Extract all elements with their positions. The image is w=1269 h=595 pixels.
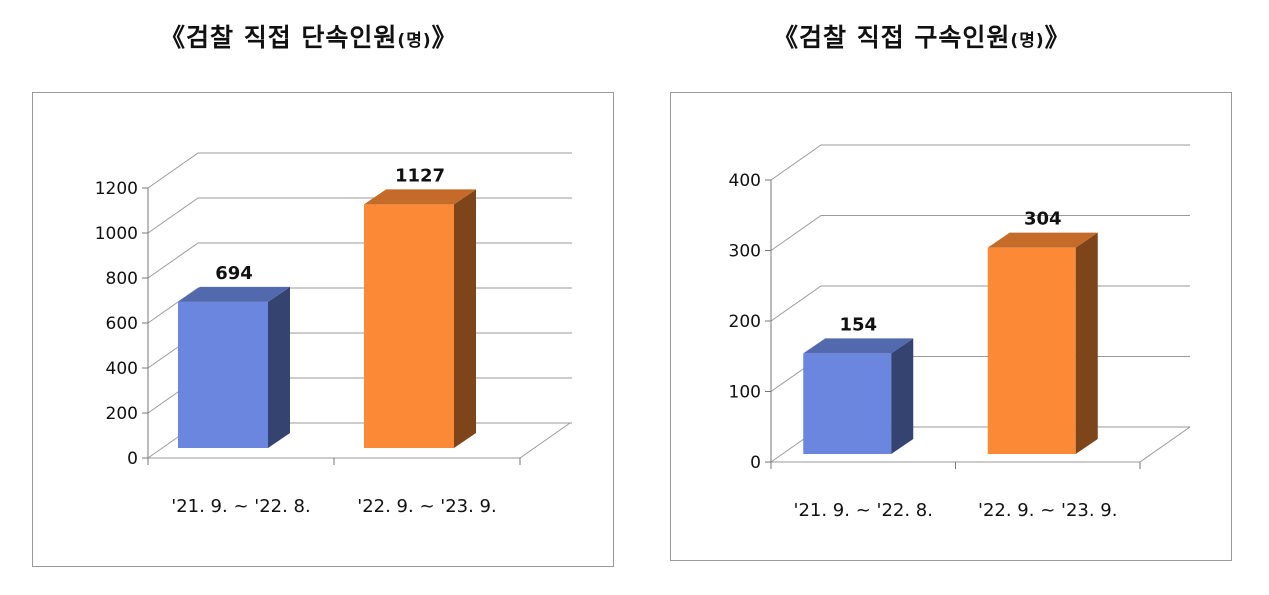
x-tick-label: '22. 9. ~ '23. 9. — [978, 500, 1117, 521]
chart-1-title-unit: (명) — [397, 31, 432, 51]
chart-1-title-close: 》 — [431, 23, 458, 52]
bar-front — [364, 204, 454, 448]
chart-2-title-close: 》 — [1044, 23, 1071, 52]
bar-top — [803, 338, 914, 354]
bar-front — [803, 353, 892, 454]
x-tick-label: '22. 9. ~ '23. 9. — [357, 496, 496, 517]
bar-side — [268, 286, 290, 448]
y-tick-label: 1200 — [95, 179, 138, 199]
data-label: 694 — [215, 263, 253, 284]
y-tick-label: 600 — [106, 314, 138, 334]
chart-1-title-text: 《검찰 직접 단속인원 — [160, 23, 398, 52]
bar-top — [364, 189, 476, 205]
chart-1-title: 《검찰 직접 단속인원(명)》 — [160, 18, 458, 54]
bar-top — [987, 232, 1098, 248]
data-label: 304 — [1024, 209, 1062, 230]
chart-2-title-unit: (명) — [1010, 31, 1045, 51]
y-tick-label: 0 — [127, 449, 138, 469]
bar-side — [891, 338, 914, 454]
gridline — [770, 144, 1190, 181]
data-label: 154 — [839, 314, 877, 335]
chart-1-frame — [32, 92, 614, 567]
y-tick-label: 400 — [106, 359, 138, 379]
y-tick-label: 1000 — [95, 224, 138, 244]
bar-front — [178, 301, 268, 448]
x-tick-label: '21. 9. ~ '22. 8. — [171, 496, 310, 517]
y-tick-label: 0 — [750, 453, 761, 473]
x-tick-label: '21. 9. ~ '22. 8. — [794, 500, 933, 521]
bar-top — [178, 286, 290, 302]
bar-front — [987, 247, 1076, 454]
bar-side — [454, 189, 476, 449]
chart-2-frame — [670, 92, 1232, 561]
y-tick-label: 200 — [106, 404, 138, 424]
y-tick-label: 200 — [729, 312, 761, 332]
y-tick-label: 300 — [729, 242, 761, 262]
gridline — [147, 152, 572, 189]
data-label: 1127 — [395, 165, 445, 186]
y-tick-label: 800 — [106, 269, 138, 289]
y-tick-label: 100 — [729, 383, 761, 403]
gridline — [770, 285, 1190, 322]
y-tick-label: 400 — [729, 171, 761, 191]
chart-2-title: 《검찰 직접 구속인원(명)》 — [773, 18, 1071, 54]
chart-2-title-text: 《검찰 직접 구속인원 — [773, 23, 1011, 52]
gridline — [770, 215, 1190, 251]
bar-side — [1075, 232, 1098, 454]
